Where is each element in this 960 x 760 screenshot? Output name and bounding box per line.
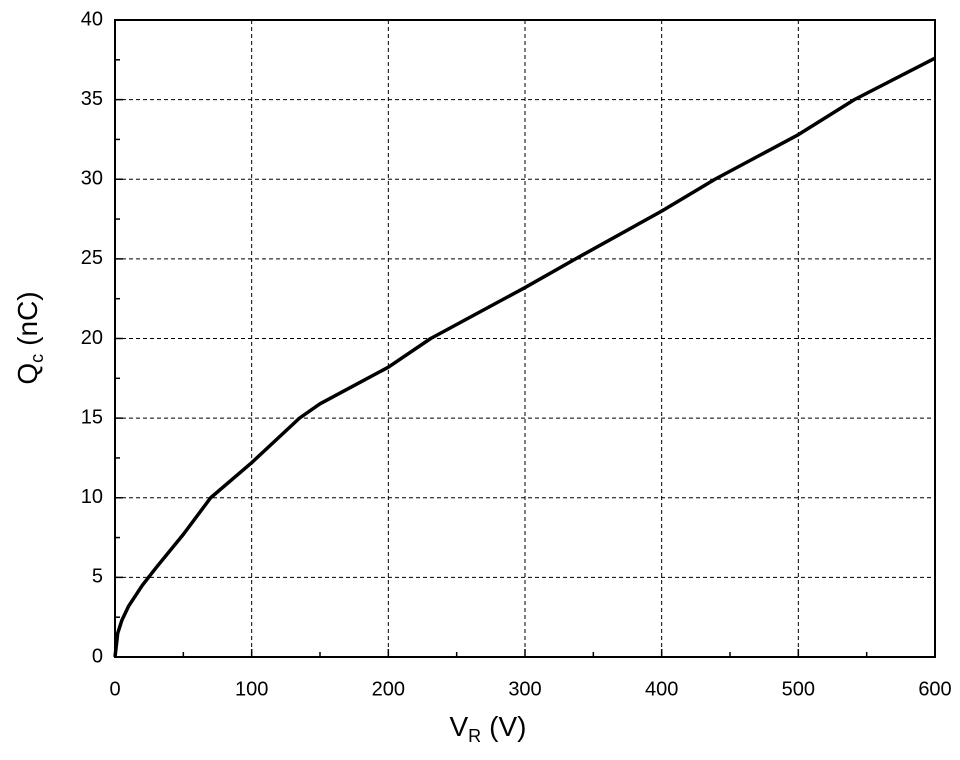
x-tick-label: 0 <box>109 678 120 700</box>
x-label-main: V <box>449 711 468 742</box>
x-tick-label: 100 <box>235 678 268 700</box>
x-tick-label: 300 <box>508 678 541 700</box>
y-tick-label: 25 <box>81 247 103 269</box>
y-tick-label: 35 <box>81 88 103 110</box>
y-tick-label: 15 <box>81 406 103 428</box>
plot-frame <box>114 19 936 658</box>
x-label-sub: R <box>468 726 481 746</box>
y-tick-label: 30 <box>81 168 103 190</box>
y-tick-label: 5 <box>92 566 103 588</box>
x-tick-label: 500 <box>782 678 815 700</box>
y-label-main: Q <box>12 363 43 385</box>
x-label-unit: (V) <box>489 711 526 742</box>
x-axis-label: VR (V) <box>449 711 526 745</box>
y-tick-label: 10 <box>81 486 103 508</box>
y-tick-label: 0 <box>92 645 103 667</box>
y-label-sub: c <box>27 354 47 363</box>
y-label-unit: (nC) <box>12 291 43 345</box>
y-tick-label: 40 <box>81 8 103 30</box>
y-tick-label: 20 <box>81 327 103 349</box>
x-tick-label: 200 <box>372 678 405 700</box>
x-tick-label: 600 <box>918 678 951 700</box>
data-line <box>113 56 936 658</box>
x-tick-label: 400 <box>645 678 678 700</box>
y-axis-label: Qc (nC) <box>12 291 46 384</box>
